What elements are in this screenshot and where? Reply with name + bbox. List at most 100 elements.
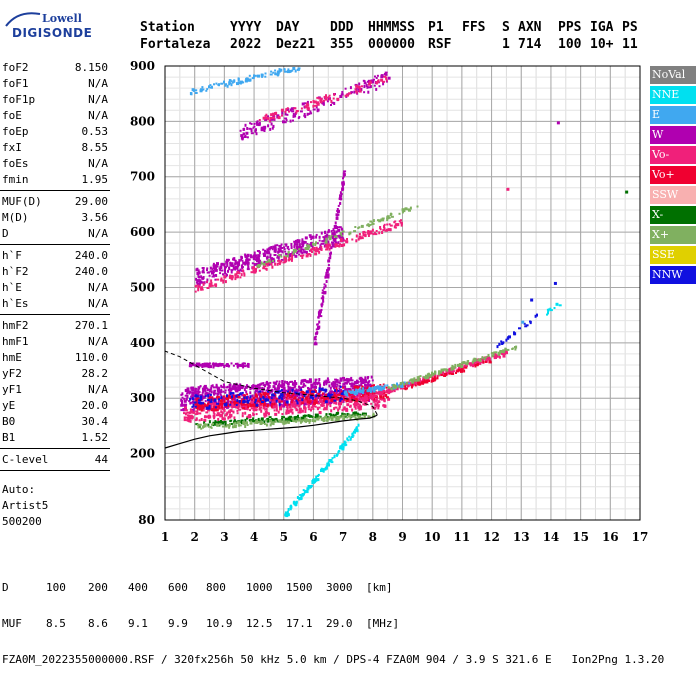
echo-point: [221, 421, 225, 425]
echo-point: [362, 391, 364, 395]
echo-point: [268, 395, 270, 399]
echo-point: [249, 391, 252, 395]
echo-point: [232, 394, 235, 398]
echo-point: [293, 242, 296, 246]
echo-point: [276, 262, 279, 266]
echo-point: [314, 342, 318, 346]
echo-point: [227, 401, 229, 405]
echo-point: [369, 223, 372, 226]
echo-point: [297, 411, 301, 414]
echo-point: [427, 375, 429, 379]
echo-point: [296, 399, 300, 402]
echo-point: [296, 418, 299, 421]
echo-point: [267, 387, 270, 390]
echo-point: [274, 262, 277, 266]
echo-point: [493, 355, 496, 358]
echo-point: [229, 416, 232, 419]
echo-point: [455, 372, 457, 374]
echo-point: [247, 258, 250, 262]
echo-point: [339, 379, 343, 382]
echo-point: [290, 258, 293, 261]
echo-point: [188, 391, 191, 395]
echo-point: [329, 251, 332, 254]
echo-point: [209, 426, 212, 428]
header-value-6: 1: [502, 37, 510, 52]
echo-point: [233, 419, 236, 423]
echo-point: [301, 238, 304, 242]
echo-point: [264, 249, 266, 253]
echo-point: [506, 187, 510, 191]
echo-point: [265, 262, 268, 265]
legend-item-nne: NNE: [650, 86, 696, 104]
echo-point: [322, 470, 325, 473]
echo-point: [211, 268, 214, 271]
echo-point: [286, 247, 289, 250]
echo-point: [333, 235, 337, 238]
echo-point: [387, 386, 390, 389]
echo-point: [546, 308, 549, 311]
echo-point: [253, 125, 256, 128]
echo-point: [385, 76, 388, 80]
echo-point: [298, 385, 300, 388]
echo-point: [276, 114, 280, 117]
echo-point: [294, 391, 298, 394]
param-name: hmE: [2, 351, 22, 364]
echo-point: [285, 411, 288, 415]
echo-point: [219, 364, 223, 367]
echo-point: [219, 402, 222, 406]
echo-point: [373, 392, 376, 395]
echo-point: [341, 188, 344, 191]
echo-point: [229, 403, 232, 406]
echo-point: [303, 241, 307, 244]
echo-point: [262, 127, 266, 130]
echo-point: [333, 238, 337, 241]
echo-point: [261, 126, 264, 129]
echo-point: [294, 404, 298, 407]
param-row-yf2: yF2 28.2: [2, 366, 110, 382]
echo-point: [304, 247, 308, 250]
param-row-hmf1: hmF1 N/A: [2, 334, 110, 350]
echo-point: [233, 79, 236, 83]
echo-point: [307, 107, 310, 111]
echo-point: [408, 379, 411, 382]
echo-point: [227, 394, 230, 398]
echo-point: [226, 413, 229, 416]
echo-point: [189, 362, 191, 366]
echo-point: [376, 385, 379, 388]
echo-point: [262, 397, 265, 400]
echo-point: [211, 422, 214, 425]
echo-point: [287, 386, 290, 389]
echo-point: [237, 81, 241, 85]
echo-point: [304, 398, 306, 401]
echo-point: [359, 413, 362, 416]
echo-point: [326, 245, 330, 249]
echo-point: [252, 126, 255, 129]
echo-point: [333, 233, 336, 236]
echo-point: [304, 115, 307, 119]
x-tick-label: 10: [424, 530, 441, 544]
echo-point: [252, 257, 256, 261]
echo-point: [190, 395, 194, 398]
echo-point: [267, 404, 270, 407]
legend-item-x: X+: [650, 226, 696, 244]
echo-point: [349, 399, 353, 403]
param-row-hf2: h`F2 240.0: [2, 264, 110, 280]
echo-point: [277, 250, 280, 254]
echo-point: [279, 261, 282, 264]
echo-point: [319, 100, 323, 104]
echo-point: [269, 256, 272, 259]
echo-point: [371, 379, 374, 382]
echo-point: [189, 397, 192, 401]
echo-point: [306, 253, 309, 257]
echo-point: [224, 422, 227, 426]
echo-point: [324, 388, 327, 392]
echo-point: [264, 392, 267, 395]
echo-point: [303, 493, 305, 496]
echo-point: [325, 382, 328, 386]
echo-point: [451, 373, 455, 375]
echo-point: [322, 408, 325, 411]
echo-point: [237, 384, 241, 388]
echo-point: [379, 390, 382, 393]
echo-point: [284, 250, 287, 253]
echo-point: [330, 100, 333, 103]
